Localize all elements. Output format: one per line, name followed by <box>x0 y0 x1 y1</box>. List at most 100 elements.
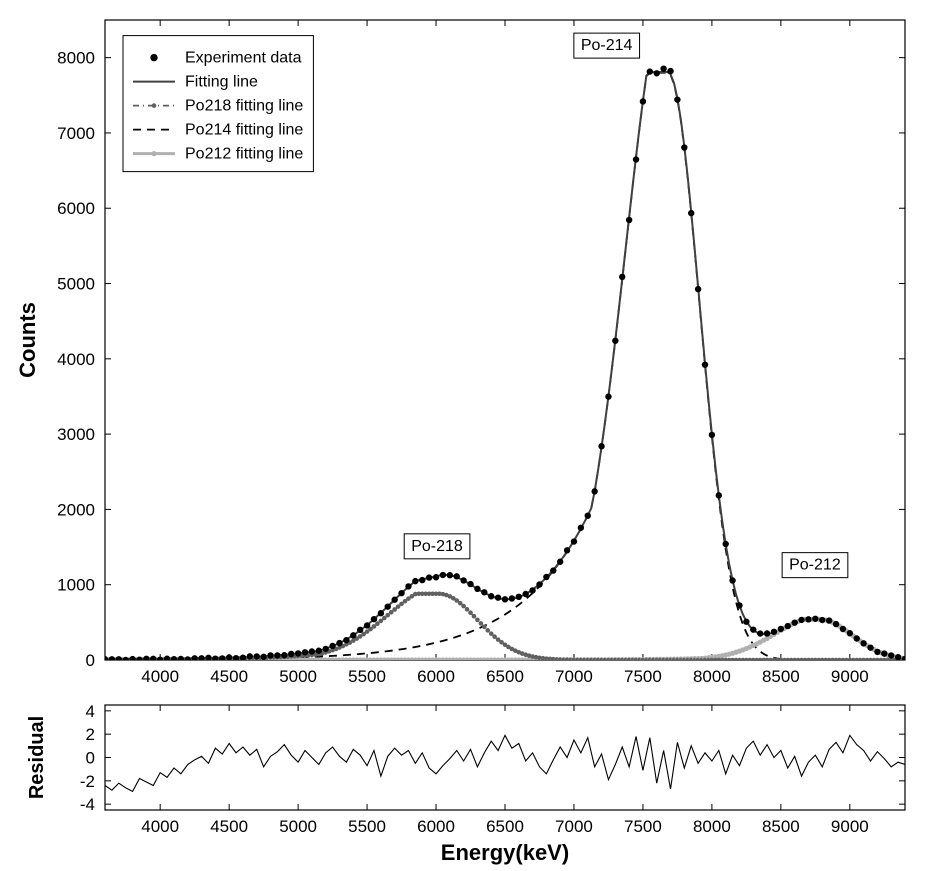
experiment-data-point <box>840 626 846 632</box>
bottom-xlabel: Energy(keV) <box>441 840 569 865</box>
experiment-data-point <box>502 596 508 602</box>
xtick-label: 6500 <box>486 667 524 686</box>
xtick-label: 9000 <box>831 817 869 836</box>
experiment-data-point <box>543 574 549 580</box>
experiment-data-point <box>578 525 584 531</box>
po218-fit-marker <box>472 614 477 619</box>
bottom-plot-area <box>105 735 905 791</box>
annotation-label: Po-214 <box>581 37 633 54</box>
residual-line <box>105 735 905 791</box>
legend-label: Po214 fitting line <box>185 122 303 139</box>
experiment-data-point <box>164 656 170 662</box>
experiment-data-point <box>343 637 349 643</box>
experiment-data-point <box>791 619 797 625</box>
po218-fit-marker <box>479 621 484 626</box>
experiment-data-point <box>460 577 466 583</box>
experiment-data-point <box>247 653 253 659</box>
experiment-data-point <box>798 617 804 623</box>
experiment-data-point <box>702 361 708 367</box>
experiment-data-point <box>522 591 528 597</box>
po218-fit-marker <box>489 631 494 636</box>
experiment-data-point <box>481 589 487 595</box>
annotation-label: Po-218 <box>411 538 463 555</box>
experiment-data-point <box>316 648 322 654</box>
po218-fit-marker <box>461 604 466 609</box>
experiment-data-point <box>860 640 866 646</box>
experiment-data-point <box>805 616 811 622</box>
experiment-data-point <box>378 610 384 616</box>
experiment-data-point <box>143 656 149 662</box>
experiment-data-point <box>288 651 294 657</box>
experiment-data-point <box>647 68 653 74</box>
experiment-data-point <box>688 210 694 216</box>
figure-root: 4000450050005500600065007000750080008500… <box>0 0 940 871</box>
experiment-data-point <box>660 65 666 71</box>
experiment-data-point <box>571 538 577 544</box>
experiment-data-point <box>902 656 908 662</box>
experiment-data-point <box>350 632 356 638</box>
experiment-data-point <box>771 629 777 635</box>
ytick-label: 7000 <box>57 124 95 143</box>
xtick-label: 5500 <box>348 817 386 836</box>
experiment-data-point <box>619 274 625 280</box>
experiment-data-point <box>847 630 853 636</box>
po218-fit-marker <box>465 607 470 612</box>
experiment-data-point <box>667 68 673 74</box>
experiment-data-point <box>833 621 839 627</box>
experiment-data-point <box>488 593 494 599</box>
experiment-data-point <box>509 595 515 601</box>
experiment-data-point <box>743 619 749 625</box>
experiment-data-point <box>716 492 722 498</box>
experiment-data-point <box>426 574 432 580</box>
experiment-data-point <box>405 583 411 589</box>
experiment-data-point <box>309 648 315 654</box>
experiment-data-point <box>157 657 163 663</box>
experiment-data-point <box>654 70 660 76</box>
legend-label: Fitting line <box>185 74 258 91</box>
experiment-data-point <box>467 581 473 587</box>
ytick-label: 2 <box>86 725 95 744</box>
xtick-label: 7000 <box>555 817 593 836</box>
experiment-data-point <box>895 654 901 660</box>
experiment-data-point <box>322 646 328 652</box>
experiment-data-point <box>178 656 184 662</box>
experiment-data-point <box>585 512 591 518</box>
ytick-label: -2 <box>80 772 95 791</box>
experiment-data-point <box>219 655 225 661</box>
experiment-data-point <box>854 635 860 641</box>
experiment-data-point <box>191 655 197 661</box>
experiment-data-point <box>874 649 880 655</box>
experiment-data-point <box>419 577 425 583</box>
experiment-data-point <box>454 573 460 579</box>
experiment-data-point <box>757 630 763 636</box>
experiment-data-point <box>674 96 680 102</box>
experiment-data-point <box>267 652 273 658</box>
xtick-label: 6500 <box>486 817 524 836</box>
xtick-label: 6000 <box>417 817 455 836</box>
experiment-data-point <box>295 650 301 656</box>
xtick-label: 5500 <box>348 667 386 686</box>
experiment-data-point <box>440 572 446 578</box>
experiment-data-point <box>812 616 818 622</box>
experiment-data-point <box>819 617 825 623</box>
experiment-data-point <box>605 393 611 399</box>
experiment-data-point <box>495 594 501 600</box>
experiment-data-point <box>695 286 701 292</box>
ytick-label: 4 <box>86 702 95 721</box>
bottom-plot: 4000450050005500600065007000750080008500… <box>26 702 905 865</box>
experiment-data-point <box>881 650 887 656</box>
experiment-data-point <box>729 577 735 583</box>
experiment-data-point <box>750 626 756 632</box>
ytick-label: 6000 <box>57 199 95 218</box>
xtick-label: 8500 <box>762 817 800 836</box>
experiment-data-point <box>474 586 480 592</box>
annotation: Po-218 <box>404 534 470 559</box>
ytick-label: 4000 <box>57 350 95 369</box>
experiment-data-point <box>529 587 535 593</box>
experiment-data-point <box>681 144 687 150</box>
experiment-data-point <box>709 432 715 438</box>
legend-label: Po212 fitting line <box>185 146 303 163</box>
experiment-data-point <box>536 581 542 587</box>
experiment-data-point <box>129 656 135 662</box>
experiment-data-point <box>785 623 791 629</box>
